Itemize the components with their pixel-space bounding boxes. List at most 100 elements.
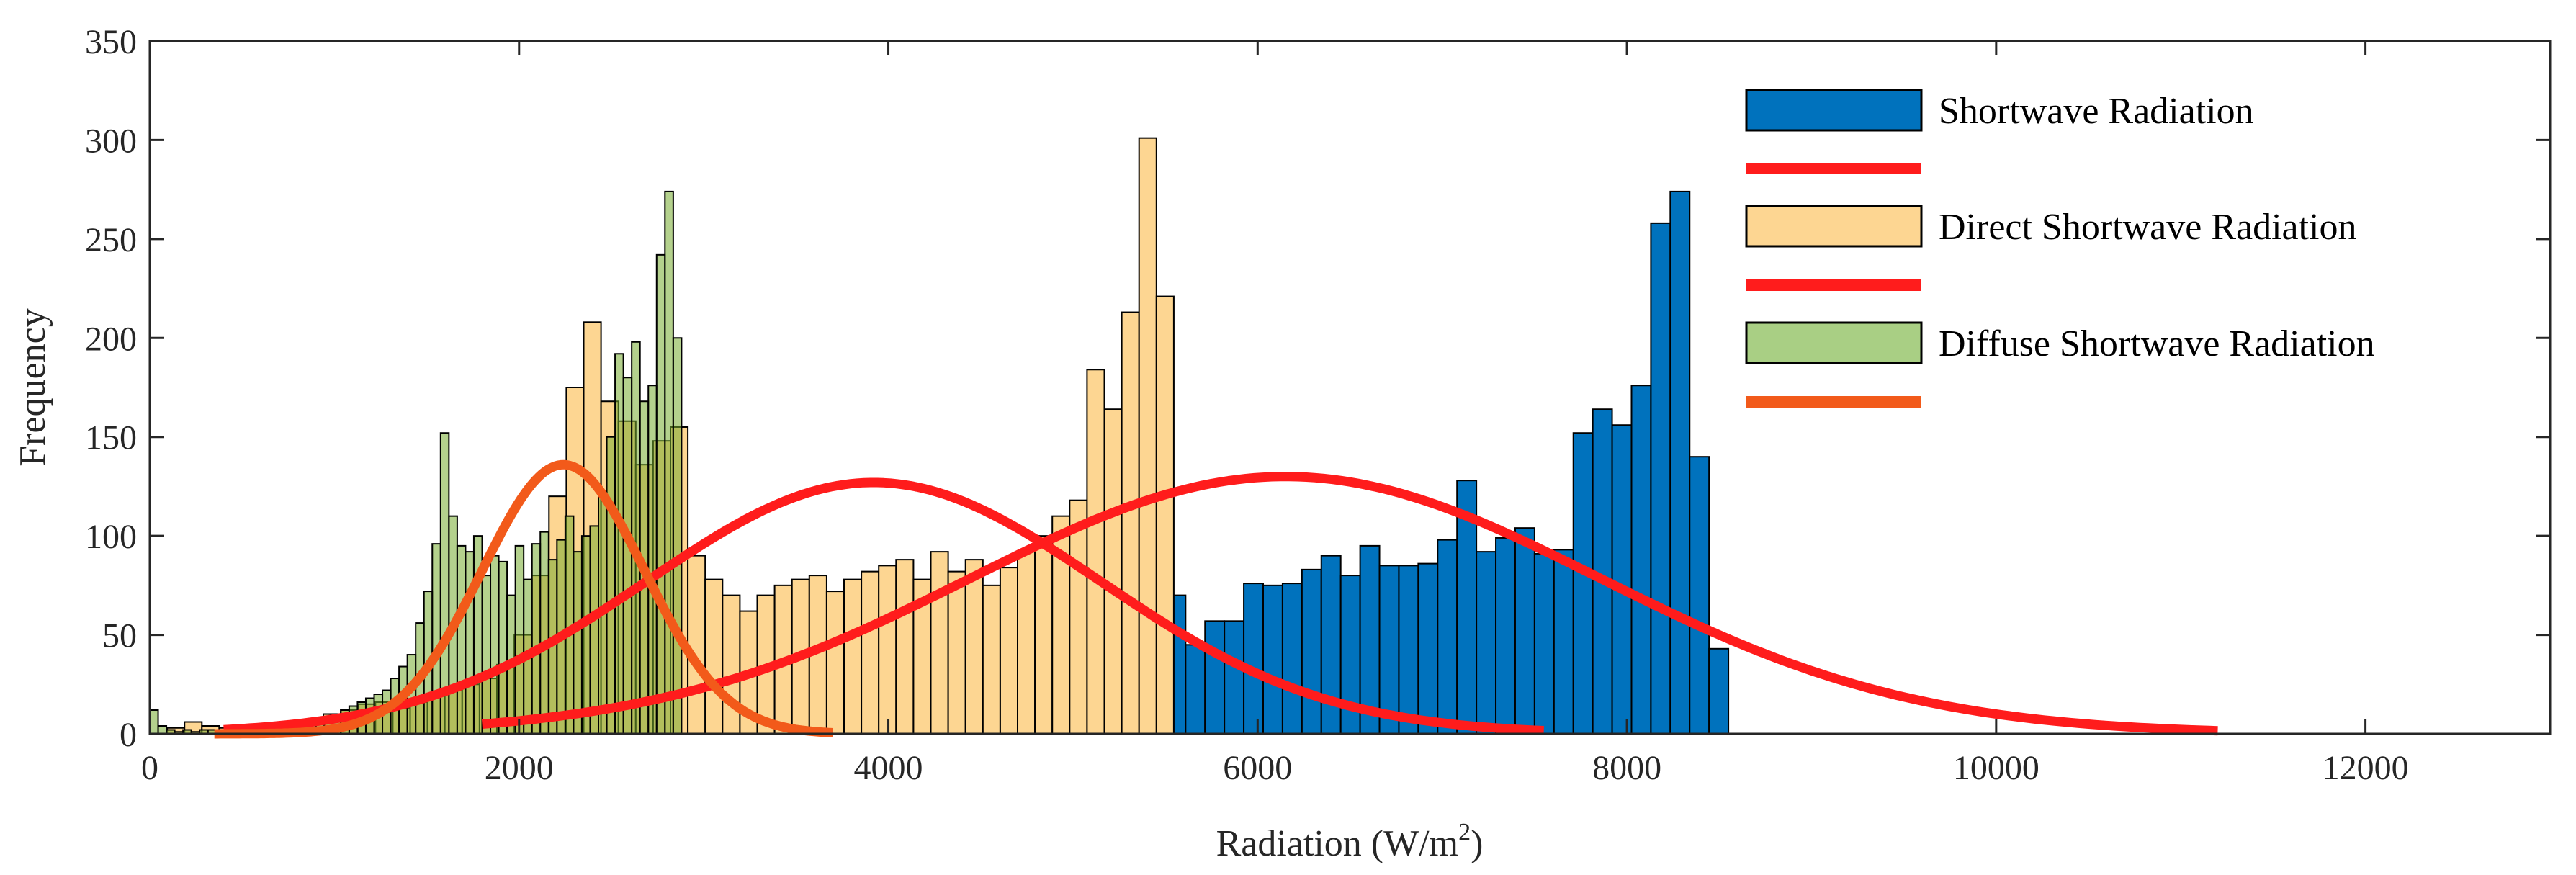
direct-shortwave-radiation-bar xyxy=(1017,551,1036,735)
x-axis-label: Radiation (W/m2) xyxy=(1216,819,1484,864)
shortwave-radiation-bar xyxy=(1611,424,1633,735)
direct-shortwave-radiation-bar xyxy=(687,555,706,735)
diffuse-fit-curve xyxy=(212,459,835,739)
shortwave-radiation-bar xyxy=(1669,190,1691,735)
diffuse-shortwave-radiation-bar xyxy=(481,575,492,735)
diffuse-shortwave-radiation-bar xyxy=(622,377,633,735)
x-tick-label: 6000 xyxy=(1223,749,1292,787)
ticks-layer xyxy=(148,40,2550,735)
diffuse-shortwave-radiation-bar xyxy=(157,725,168,735)
direct-shortwave-radiation-bar xyxy=(1034,535,1054,735)
curves-layer xyxy=(212,459,2218,739)
direct-fit-curve xyxy=(223,477,1544,735)
y-tick-label: 100 xyxy=(85,518,137,556)
diffuse-shortwave-radiation-bar xyxy=(573,551,583,735)
shortwave-radiation-bar xyxy=(1185,644,1206,735)
legend-patch-shortwave xyxy=(1745,89,1923,132)
shortwave-radiation-bar xyxy=(1708,647,1730,735)
direct-shortwave-radiation-bar xyxy=(1086,369,1105,735)
direct-shortwave-radiation-bar xyxy=(878,565,897,735)
diffuse-shortwave-radiation-bar xyxy=(498,560,508,735)
shortwave-radiation-bar xyxy=(1204,620,1226,735)
shortwave-radiation-bar xyxy=(1533,552,1555,735)
diffuse-shortwave-radiation-bar xyxy=(580,535,591,735)
shortwave-radiation-bar xyxy=(1630,385,1652,735)
direct-shortwave-radiation-bar xyxy=(947,570,966,735)
x-axis-label-superscript: 2 xyxy=(1458,819,1471,845)
y-tick-label: 150 xyxy=(85,419,137,457)
legend-patch-diffuse xyxy=(1745,321,1923,364)
direct-shortwave-radiation-bar xyxy=(825,591,845,735)
direct-shortwave-radiation-bar xyxy=(843,578,863,735)
x-tick-label: 10000 xyxy=(1953,749,2039,787)
direct-shortwave-radiation-bar xyxy=(1155,295,1175,735)
y-tick-label: 300 xyxy=(85,122,137,160)
y-tick-label: 350 xyxy=(85,23,137,61)
shortwave-fit-curve xyxy=(481,472,2218,736)
y-tick-label: 250 xyxy=(85,221,137,259)
shortwave-radiation-bar xyxy=(1495,537,1516,735)
legend: Shortwave Radiation Direct Shortwave Rad… xyxy=(1745,89,2375,408)
diffuse-shortwave-radiation-bar xyxy=(456,544,467,735)
direct-shortwave-radiation-bar xyxy=(861,570,880,735)
direct-shortwave-radiation-bar xyxy=(1069,499,1088,735)
diffuse-shortwave-radiation-bar xyxy=(465,551,475,735)
shortwave-radiation-bar xyxy=(1553,549,1574,735)
x-tick-label: 0 xyxy=(141,749,158,787)
diffuse-shortwave-radiation-bar xyxy=(514,544,525,735)
shortwave-radiation-bar xyxy=(1359,544,1381,735)
shortwave-radiation-bar xyxy=(1262,584,1283,735)
shortwave-radiation-bar xyxy=(1514,527,1535,735)
diffuse-shortwave-radiation-bar xyxy=(664,190,674,735)
x-tick-labels: 0 2000 4000 6000 8000 10000 12000 xyxy=(141,749,2409,787)
legend-label-diffuse: Diffuse Shortwave Radiation xyxy=(1939,323,2375,364)
diffuse-shortwave-radiation-bar xyxy=(531,543,542,735)
diffuse-shortwave-radiation-bar xyxy=(647,385,658,735)
plot-frame xyxy=(148,40,2552,735)
shortwave-radiation-bar xyxy=(1689,456,1710,735)
x-tick-label: 12000 xyxy=(2323,749,2409,787)
y-tick-label: 200 xyxy=(85,320,137,358)
diffuse-shortwave-radiation-bar xyxy=(614,353,624,735)
diffuse-shortwave-radiation-bar xyxy=(490,555,500,735)
direct-shortwave-radiation-bar xyxy=(895,559,915,735)
diffuse-shortwave-radiation-bar xyxy=(672,337,683,735)
shortwave-radiation-bar xyxy=(1572,432,1594,735)
x-tick-label: 8000 xyxy=(1592,749,1661,787)
shortwave-radiation-bar xyxy=(1243,583,1264,735)
direct-shortwave-radiation-bar xyxy=(722,594,741,735)
x-axis-label-close: ) xyxy=(1471,823,1483,864)
shortwave-radiation-bar xyxy=(1476,551,1497,735)
shortwave-radiation-bar xyxy=(1437,539,1458,735)
direct-shortwave-radiation-bar xyxy=(1121,311,1140,735)
x-axis-label-text: Radiation (W/m xyxy=(1216,823,1458,864)
shortwave-radiation-bar xyxy=(1281,583,1303,735)
legend-patch-direct xyxy=(1745,205,1923,248)
x-tick-label: 2000 xyxy=(485,749,554,787)
direct-shortwave-radiation-bar xyxy=(1103,408,1123,735)
legend-label-direct: Direct Shortwave Radiation xyxy=(1939,207,2357,248)
y-tick-label: 50 xyxy=(102,617,137,655)
direct-shortwave-radiation-bar xyxy=(704,578,724,735)
shortwave-radiation-bar xyxy=(1650,222,1671,735)
diffuse-shortwave-radiation-bar xyxy=(539,531,549,735)
direct-shortwave-radiation-bar xyxy=(982,584,1001,735)
direct-shortwave-radiation-bar xyxy=(930,551,949,735)
shortwave-radiation-bar xyxy=(1398,565,1419,735)
diffuse-shortwave-radiation-bar xyxy=(431,543,441,735)
y-axis-label: Frequency xyxy=(12,308,53,466)
shortwave-radiation-bar xyxy=(1224,620,1245,735)
shortwave-radiation-bar xyxy=(1378,565,1400,735)
direct-shortwave-radiation-bar xyxy=(999,567,1019,735)
x-tick-label: 4000 xyxy=(854,749,923,787)
legend-label-shortwave: Shortwave Radiation xyxy=(1939,91,2254,132)
y-tick-labels: 0 50 100 150 200 250 300 350 xyxy=(85,23,137,754)
direct-shortwave-radiation-bar xyxy=(964,559,984,735)
shortwave-radiation-bar xyxy=(1301,568,1322,735)
shortwave-radiation-bar xyxy=(1417,562,1439,735)
diffuse-shortwave-radiation-bar xyxy=(589,525,600,735)
y-tick-label: 0 xyxy=(120,716,137,754)
diffuse-shortwave-radiation-bar xyxy=(655,253,666,735)
diffuse-shortwave-radiation-bar xyxy=(606,436,616,735)
